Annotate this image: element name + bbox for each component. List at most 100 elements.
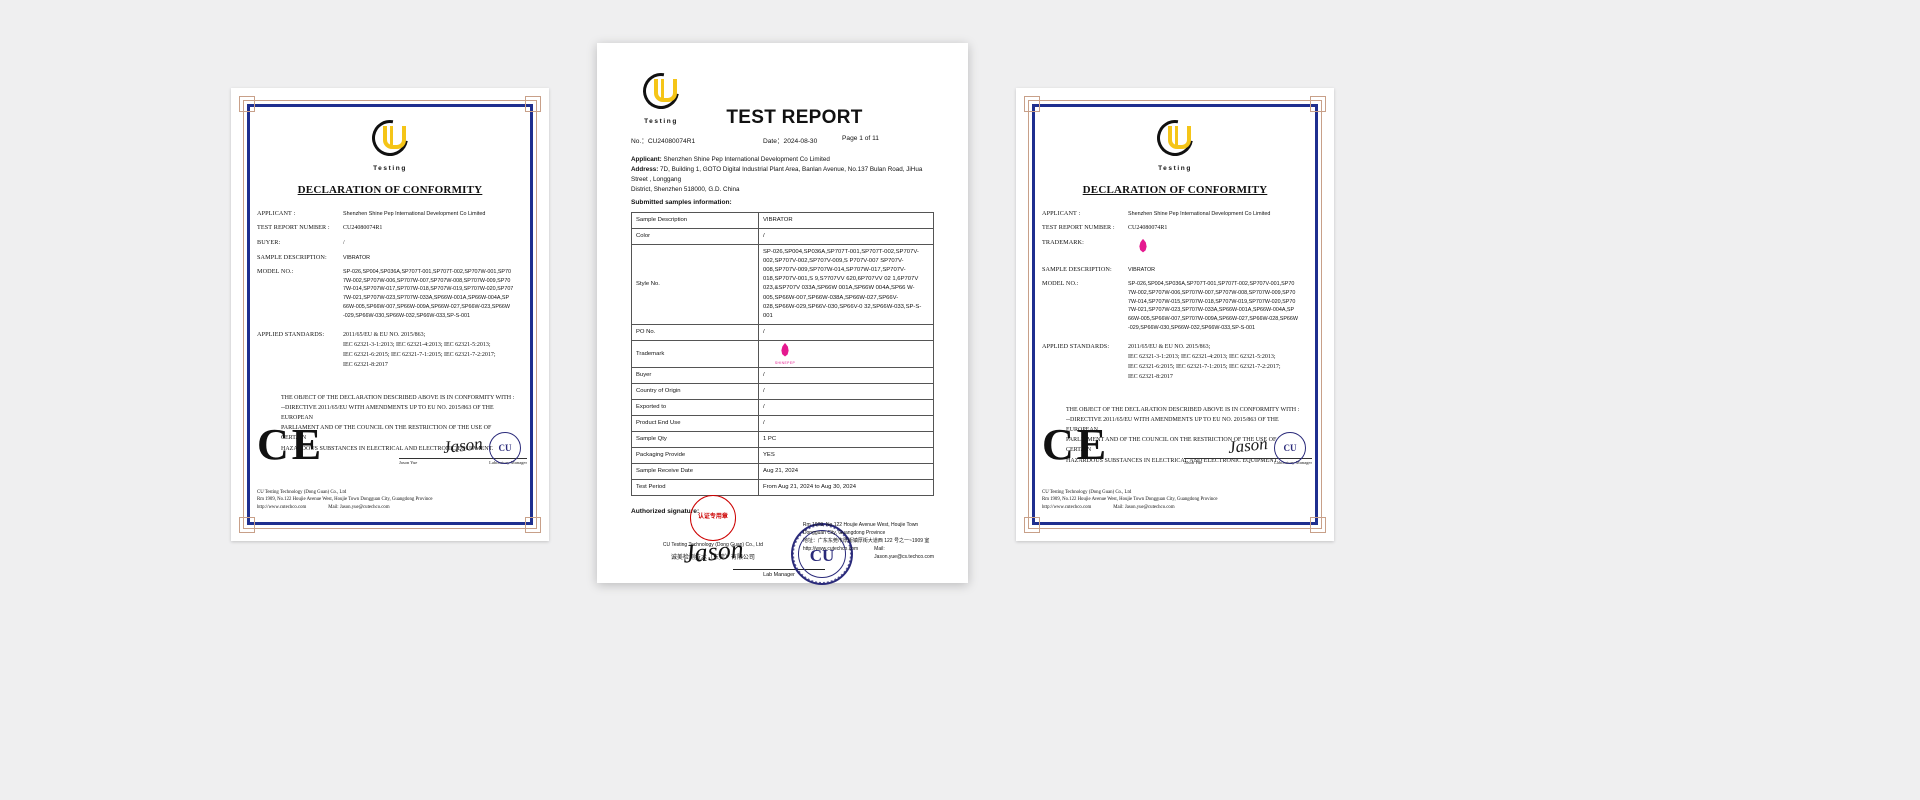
field-row-model: MODEL NO.: SP-026,SP004,SP036A,SP707T-00… [257,268,523,321]
footer-website[interactable]: http://www.cutechco.com [257,504,307,510]
signer-role: Lab Manager [763,571,795,578]
footer-email[interactable]: Mail: Jason.yue@cutechco.com [328,504,390,510]
footer-website[interactable]: http://www.cutechco.com [802,545,859,552]
row-key: Exported to [631,398,759,416]
footer-address: Rm 1909, No.122 Houjie Avenue West, Houj… [1042,497,1218,503]
table-row-style-no: Style No. SP-026,SP004,SP036A,SP707T-001… [631,243,934,325]
report-number-label: No.： [631,138,648,145]
decorative-border-inner [1032,104,1318,525]
row-value: / [758,414,934,432]
field-row-standards: APPLIED STANDARDS: 2011/65/EU & EU NO. 2… [1042,343,1308,383]
footer-email[interactable]: Mail: Jason.yue@cs.techco.com [874,545,934,560]
cu-letter-u-icon [654,79,677,102]
declaration-of-conformity-right[interactable]: Testing DECLARATION OF CONFORMITY APPLIC… [1016,88,1334,541]
model-line: 7W-021,SP707W-023,SP707W-033A,SP66W-001A… [343,295,510,302]
trademark-word: SHINEPEP [774,360,796,365]
field-row-model: MODEL NO.: SP-026,SP004,SP036A,SP707T-00… [1042,280,1308,333]
field-label: MODEL NO.: [1042,279,1079,287]
signature-image: Jason [442,433,484,458]
cu-logo-mark [1149,114,1201,164]
cu-logo: Testing [360,114,420,172]
table-row: PO No. / [631,323,934,341]
standard-line: IEC 62321-3-1:2013; IEC 62321-4:2013; IE… [343,341,491,348]
table-row: Exported to / [631,398,934,416]
row-value: Aug 21, 2024 [758,462,934,480]
footer-company: CU Testing Technology (Dong Guan) Co., L… [1042,489,1132,495]
address-value-line1: 7D, Building 1, GOTO Digital Industrial … [631,166,923,184]
signature-block: CU Jason Jason Yue Laboratory Manager [1184,432,1312,465]
report-number-value: CU24080074R1 [647,138,696,145]
applicant-info: Applicant: Shenzhen Shine Pep Internatio… [631,155,934,209]
field-label: SAMPLE DESCRIPTION: [1042,265,1112,273]
field-value: / [343,239,345,246]
red-certification-seal-icon: 认证专用章 [689,494,736,541]
field-label: APPLIED STANDARDS: [257,331,325,339]
document-footer: CU Testing Technology (Dong Guan) Co., L… [1042,489,1308,511]
test-report-page[interactable]: Testing TEST REPORT No.：CU24080074R1 Dat… [597,43,968,585]
logo-caption: Testing [373,165,407,172]
declaration-statement: THE OBJECT OF THE DECLARATION DESCRIBED … [1042,405,1308,466]
cu-official-stamp-icon: CU [791,522,853,585]
report-footer: 认证专用章 CU Testing Technology (Dong Guan) … [631,494,934,561]
row-value: VIBRATOR [758,211,934,229]
report-header: Testing TEST REPORT [631,65,934,129]
report-page: Page 1 of 11 [842,135,934,145]
field-value-trademark [1128,238,1308,261]
field-label: TEST REPORT NUMBER : [1042,223,1115,231]
style-line: W-005,SP66W-007,SP66W-038A,SP66W-027,SP6… [763,285,915,310]
footer-address: Rm 1909, No.122 Houjie Avenue West, Houj… [257,497,433,503]
declaration-of-conformity-left[interactable]: Testing DECLARATION OF CONFORMITY APPLIC… [231,88,549,541]
corner-ornament-top-right [1310,96,1326,112]
cu-letter-u-icon [383,126,406,149]
corner-ornament-top-right [525,96,541,112]
row-key: Country of Origin [631,382,759,400]
report-signature-area: Jason Lab Manager CU [631,517,934,603]
declaration-fields: APPLICANT : Shenzhen Shine Pep Internati… [1042,210,1308,383]
model-line: 7W-002,SP707W-006,SP707W-007,SP707W-008,… [1128,289,1296,296]
field-row: APPLICANT : Shenzhen Shine Pep Internati… [1042,210,1308,219]
model-line: 66W-005,SP66W-007,SP707W-009A,SP66W-027,… [1128,316,1298,323]
stamp-outer-ring [792,523,852,584]
field-label: APPLICANT : [257,210,296,217]
field-row: TEST REPORT NUMBER : CU24080074R1 [1042,224,1308,234]
report-date-label: Date： [763,138,784,145]
row-key: Color [631,227,759,245]
cu-letter-u-stem-icon [1174,126,1178,148]
declaration-fields: APPLICANT : Shenzhen Shine Pep Internati… [257,210,523,371]
field-label: APPLICANT : [1042,210,1081,217]
style-line: P707V-007 SP707V-008,SP707V-009,SP707W-0… [763,257,906,283]
footer-left-block: 认证专用章 CU Testing Technology (Dong Guan) … [631,494,795,561]
signature-image: Jason [1227,433,1269,458]
field-label: TRADEMARK: [1042,238,1084,246]
field-row: TEST REPORT NUMBER : CU24080074R1 [257,224,523,234]
row-value: / [758,398,934,416]
field-row: SAMPLE DESCRIPTION: VIBRATOR [257,254,523,263]
row-value: From Aug 21, 2024 to Aug 30, 2024 [758,478,934,496]
row-key: Style No. [631,243,759,325]
submitted-samples-table: Sample Description VIBRATOR Color / Style … [631,211,934,496]
style-line: SP-026,SP004,SP036A,SP707T-001,SP707T-00… [763,248,919,264]
declaration-statement: THE OBJECT OF THE DECLARATION DESCRIBED … [257,393,523,454]
address-label: Address: [631,166,659,174]
field-value: VIBRATOR [343,254,371,261]
address-value-line2: District, Shenzhen 518000, G.D. China [631,186,740,194]
cu-logo-mark [364,114,416,164]
row-value-trademark: SHINEPEP [758,339,934,368]
row-value: / [758,323,934,341]
page-title: DECLARATION OF CONFORMITY [297,184,483,196]
footer-email[interactable]: Mail: Jason.yue@cutechco.com [1113,504,1175,510]
field-row: BUYER: / [257,239,523,249]
row-key: Sample Qty [631,430,759,448]
row-key: Product End Use [631,414,759,432]
footer-address-en: Rm 1909, No.122 Houjie Avenue West, Houj… [802,521,919,536]
corner-ornament-bottom-left [1024,517,1040,533]
table-row: Packaging Provide YES [631,446,934,464]
field-row: APPLICANT : Shenzhen Shine Pep Internati… [257,210,523,219]
page-title: DECLARATION OF CONFORMITY [1082,184,1268,196]
applicant-value: Shenzhen Shine Pep International Develop… [663,156,830,163]
standard-line: 2011/65/EU & EU NO. 2015/863; [1128,344,1211,351]
statement-line: THE OBJECT OF THE DECLARATION DESCRIBED … [1066,406,1300,413]
field-row-standards: APPLIED STANDARDS: 2011/65/EU & EU NO. 2… [257,331,523,371]
footer-website[interactable]: http://www.cutechco.com [1042,504,1092,510]
field-value-standards: 2011/65/EU & EU NO. 2015/863; IEC 62321-… [343,331,523,371]
